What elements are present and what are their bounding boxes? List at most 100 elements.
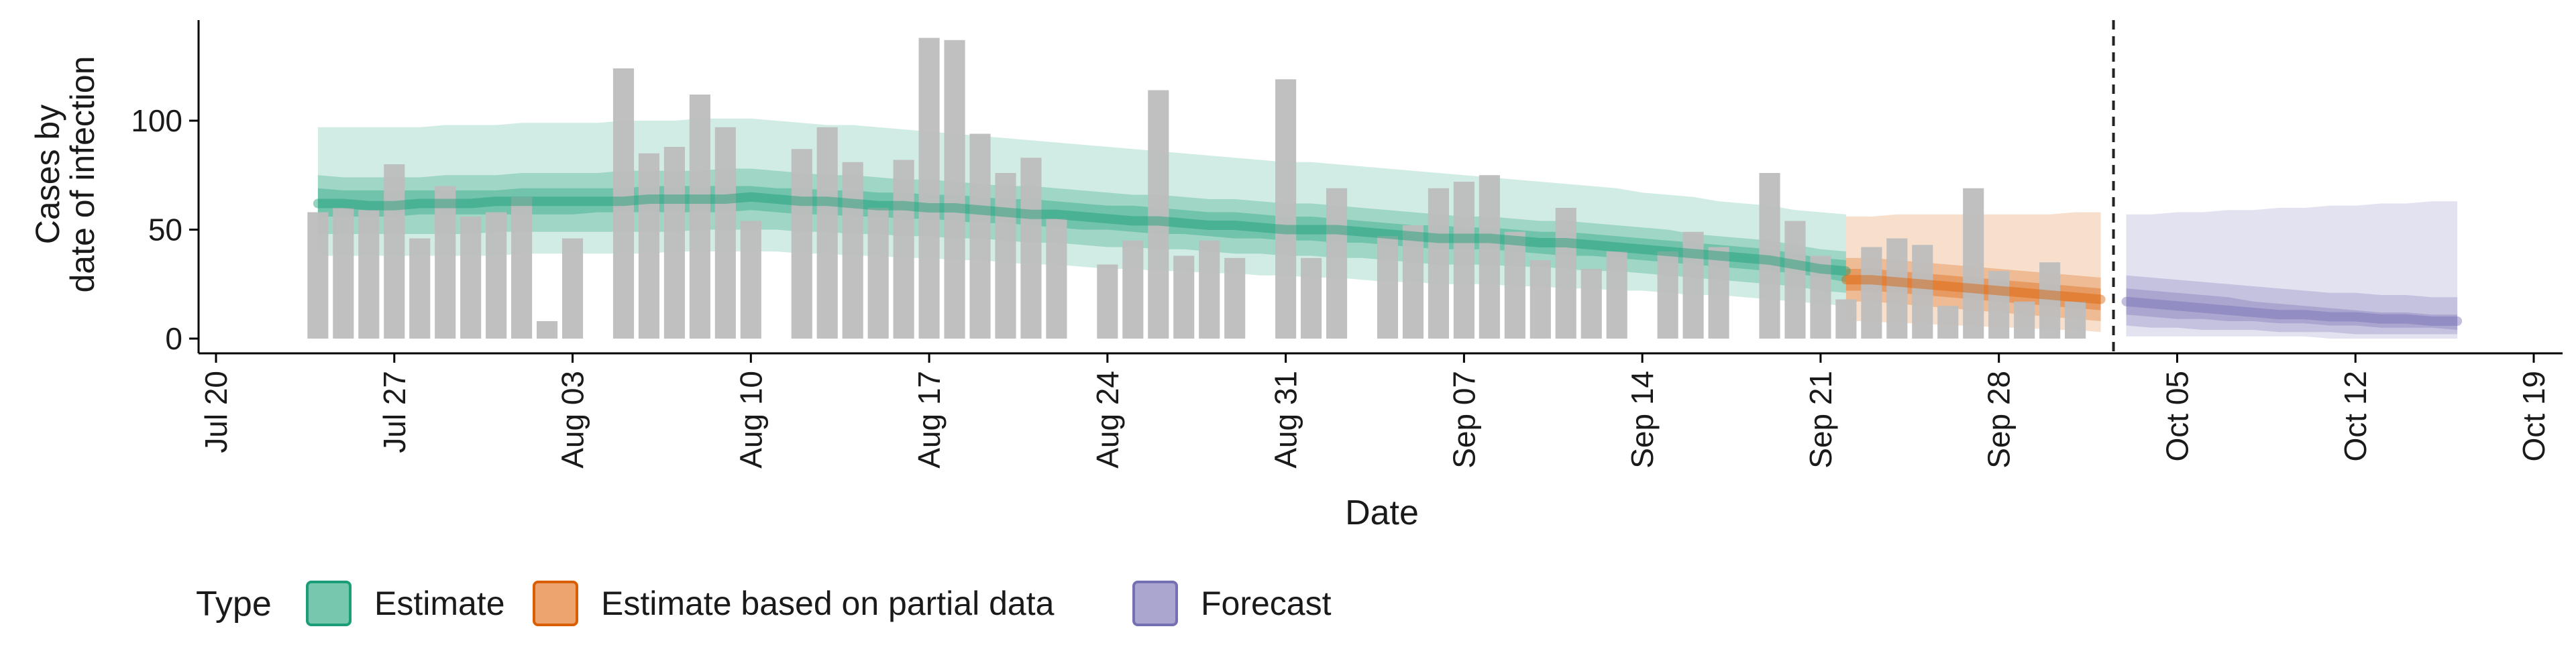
case-bar xyxy=(1555,208,1576,339)
series-2-median-line xyxy=(2121,296,2463,326)
legend-label: Forecast xyxy=(1201,585,1332,622)
case-bar xyxy=(1504,231,1525,339)
y-axis-ticks: 0 50 100 xyxy=(131,103,199,356)
series-1-median-line xyxy=(1841,275,2106,304)
case-bar xyxy=(435,186,456,339)
case-bar xyxy=(1784,221,1806,339)
case-bar xyxy=(867,208,889,339)
case-bar xyxy=(486,212,507,339)
case-bar xyxy=(537,321,558,339)
case-bar xyxy=(1759,173,1780,339)
case-bar xyxy=(1148,90,1169,339)
bars-layer xyxy=(307,38,2086,339)
case-bar xyxy=(1657,251,1678,339)
legend-swatch xyxy=(1132,581,1178,626)
x-tick-label: Oct 19 xyxy=(2516,371,2551,462)
y-tick-label: 100 xyxy=(131,103,182,138)
case-bar xyxy=(1453,182,1474,339)
x-tick-label: Jul 20 xyxy=(199,371,233,453)
series-0-median-line xyxy=(313,192,1851,276)
case-bar xyxy=(1810,255,1831,339)
case-bar xyxy=(1301,257,1322,339)
y-axis-label-line1: Cases by xyxy=(29,105,66,244)
legend-swatch xyxy=(533,581,578,626)
x-tick-label: Aug 24 xyxy=(1090,371,1125,469)
x-tick-label: Aug 10 xyxy=(733,371,768,469)
case-bar xyxy=(409,238,431,339)
x-axis-title: Date xyxy=(1345,493,1419,532)
case-bar xyxy=(307,212,329,339)
case-bar xyxy=(1402,225,1424,339)
case-bar xyxy=(1912,245,1933,339)
case-bar xyxy=(995,173,1016,339)
case-bar xyxy=(1173,255,1195,339)
case-bar xyxy=(1326,188,1348,339)
legend-swatch xyxy=(306,581,352,626)
case-bar xyxy=(1937,306,1959,339)
case-bar xyxy=(1275,79,1297,339)
case-bar xyxy=(893,160,914,339)
case-bar xyxy=(816,127,838,339)
case-bar xyxy=(740,221,761,339)
series-2-mid-band xyxy=(2126,275,2458,335)
case-bar xyxy=(1886,238,1908,339)
case-bar xyxy=(1835,299,1857,339)
case-bar xyxy=(969,133,991,339)
legend-label: Estimate based on partial data xyxy=(601,585,1055,622)
case-bar xyxy=(333,208,354,339)
case-bar xyxy=(1529,260,1551,339)
series-2-outer-band xyxy=(2126,201,2458,339)
case-bar xyxy=(1199,240,1220,339)
case-bar xyxy=(689,95,710,339)
case-bar xyxy=(1020,158,1042,339)
case-bar xyxy=(1479,175,1500,339)
x-tick-label: Sep 14 xyxy=(1625,371,1660,469)
y-tick-label: 0 xyxy=(165,321,182,356)
case-bar xyxy=(1861,247,1882,339)
case-bar xyxy=(384,164,405,339)
median-layer xyxy=(313,192,2463,326)
case-bar xyxy=(842,162,863,339)
x-axis-ticks: Jul 20 Jul 27 Aug 03 Aug 10 Aug 17 Aug 24 Aug … xyxy=(199,353,2551,469)
case-bar xyxy=(612,68,635,339)
case-bar xyxy=(1682,231,1704,339)
y-axis-label-line2: date of infection xyxy=(64,56,101,292)
case-bar xyxy=(511,196,533,339)
case-bar xyxy=(358,210,380,339)
case-bar xyxy=(1963,188,1984,339)
y-tick-label: 50 xyxy=(148,213,182,247)
legend: Type Estimate Estimate based on partial d… xyxy=(196,581,1332,626)
x-tick-label: Oct 12 xyxy=(2338,371,2373,462)
case-bar xyxy=(1046,219,1067,339)
case-bar xyxy=(561,238,584,339)
legend-title: Type xyxy=(196,585,272,624)
x-tick-label: Sep 28 xyxy=(1982,371,2017,469)
case-bar xyxy=(944,40,965,339)
case-bar xyxy=(1606,251,1627,339)
x-tick-label: Aug 31 xyxy=(1269,371,1303,469)
case-bar xyxy=(2065,301,2086,339)
case-bar xyxy=(918,38,940,339)
series-2-inner-band xyxy=(2126,288,2458,330)
case-bar xyxy=(1988,271,2010,339)
x-tick-label: Sep 21 xyxy=(1803,371,1838,469)
x-tick-label: Aug 03 xyxy=(555,371,590,469)
case-bar xyxy=(791,149,812,339)
case-bar xyxy=(1224,257,1246,339)
case-bar xyxy=(1097,264,1118,339)
case-bar xyxy=(1708,247,1729,339)
case-bar xyxy=(460,217,482,339)
case-bar xyxy=(714,127,736,339)
x-tick-label: Jul 27 xyxy=(377,371,412,453)
case-bar xyxy=(2039,262,2061,339)
case-bar xyxy=(663,147,685,339)
legend-label: Estimate xyxy=(374,585,505,622)
x-tick-label: Aug 17 xyxy=(912,371,947,469)
x-tick-label: Sep 07 xyxy=(1446,371,1481,469)
case-bar xyxy=(1377,236,1399,339)
case-bar xyxy=(1580,269,1602,339)
x-tick-label: Oct 05 xyxy=(2159,371,2194,462)
case-bar xyxy=(1428,188,1449,339)
